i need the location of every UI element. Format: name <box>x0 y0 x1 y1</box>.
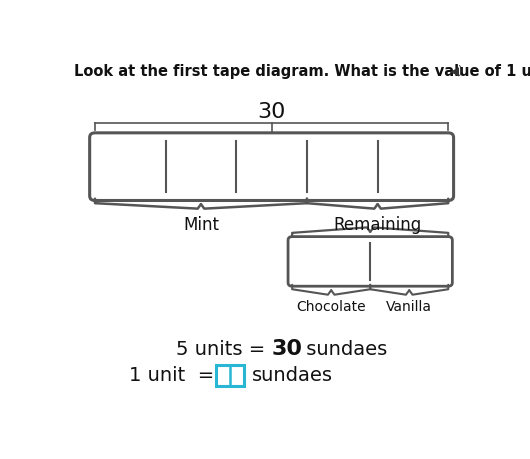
Text: Look at the first tape diagram. What is the value of 1 unit?: Look at the first tape diagram. What is … <box>74 64 530 79</box>
Text: sundaes: sundaes <box>252 365 332 384</box>
Text: 30: 30 <box>271 338 303 358</box>
Text: 1 unit  =: 1 unit = <box>129 365 214 384</box>
Text: Vanilla: Vanilla <box>386 299 432 313</box>
Text: Mint: Mint <box>183 216 219 234</box>
Text: 30: 30 <box>258 102 286 122</box>
Text: Chocolate: Chocolate <box>296 299 366 313</box>
Text: Remaining: Remaining <box>333 216 422 234</box>
Text: sundaes: sundaes <box>299 339 387 358</box>
Text: ◀): ◀) <box>450 64 464 77</box>
Text: 5 units =: 5 units = <box>176 339 271 358</box>
FancyBboxPatch shape <box>288 237 453 286</box>
FancyBboxPatch shape <box>90 134 454 201</box>
FancyBboxPatch shape <box>216 365 244 386</box>
